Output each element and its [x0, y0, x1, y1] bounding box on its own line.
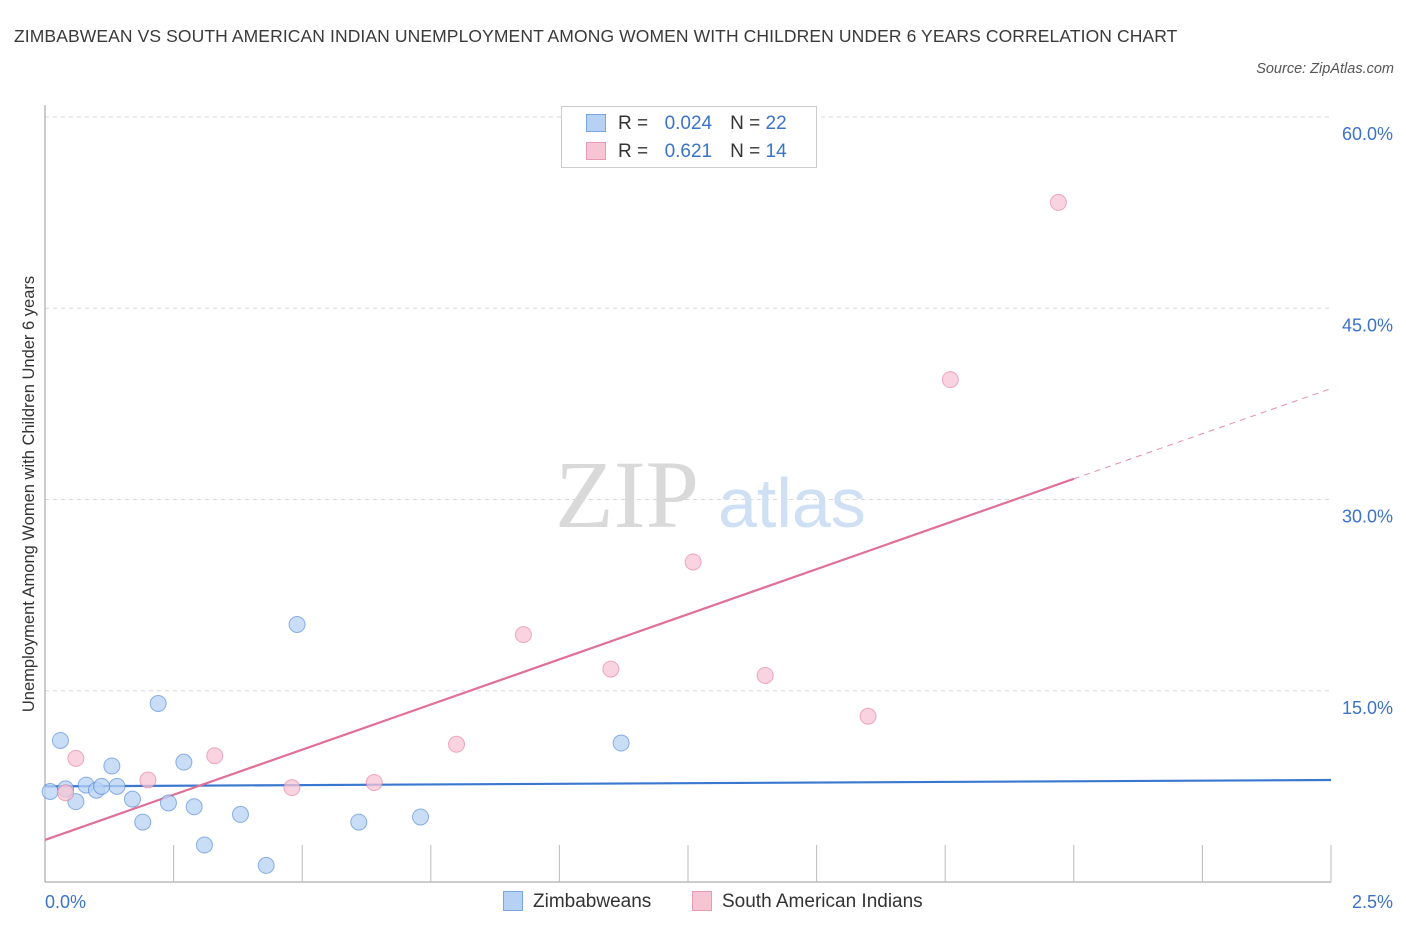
zimbabwean-point: [93, 777, 111, 795]
zimbabwean-point: [134, 813, 152, 831]
watermark-zip: ZIP: [555, 441, 699, 548]
stats-legend-row-south-american-indians: R = 0.621 N = 14: [586, 139, 787, 165]
n-value: 14: [765, 141, 787, 162]
legend-item-south-american-indians: South American Indians: [692, 888, 923, 916]
south-american-indian-point: [57, 784, 75, 802]
n-label: N =: [730, 113, 761, 134]
legend-item-zimbabweans: Zimbabweans: [503, 888, 651, 916]
chart-title: ZIMBABWEAN VS SOUTH AMERICAN INDIAN UNEM…: [14, 26, 1178, 46]
trend-line-1: [44, 477, 1075, 841]
axes: [44, 105, 1332, 883]
gridlines: [45, 116, 1331, 692]
south-american-indians-legend-swatch: [692, 891, 712, 911]
r-value: 0.621: [664, 141, 713, 162]
zimbabwean-point: [41, 782, 59, 800]
n-value: 22: [765, 113, 787, 134]
south-american-indian-point: [139, 771, 157, 789]
zimbabwean-point: [185, 798, 203, 816]
zimbabwean-point: [149, 695, 167, 712]
watermark: ZIP atlas: [555, 441, 866, 548]
y-tick-label: 15.0%: [1342, 698, 1393, 718]
south-american-indian-point: [859, 707, 877, 725]
south-american-indian-point: [684, 553, 702, 571]
south-american-indian-point: [602, 660, 620, 678]
data-points: [41, 193, 1067, 874]
zimbabwean-point: [612, 734, 630, 752]
legend-label-zimbabweans: Zimbabweans: [533, 891, 652, 912]
zimbabwean-point: [175, 753, 193, 771]
south-american-indian-point: [283, 779, 301, 797]
trend-line-0: [44, 778, 1332, 788]
south-american-indian-point: [206, 747, 224, 765]
south-american-indian-point: [448, 735, 466, 753]
stats-legend: R = 0.024 N = 22 R = 0.621 N = 14: [561, 106, 817, 168]
south-american-indian-point: [67, 749, 85, 767]
south-american-indian-point: [756, 666, 774, 684]
south-american-indian-point: [514, 626, 532, 644]
legend-label-south-american-indians: South American Indians: [722, 891, 923, 912]
r-label: R =: [618, 113, 649, 134]
trend-line-extension-1: [1073, 388, 1332, 480]
y-tick-label: 45.0%: [1342, 315, 1393, 335]
south-american-indian-point: [1049, 193, 1067, 211]
south-american-indians-swatch: [586, 142, 606, 160]
chart-source: Source: ZipAtlas.com: [1256, 61, 1394, 77]
x-tick-label-max: 2.5%: [1352, 892, 1393, 912]
n-label: N =: [730, 141, 761, 162]
zimbabwean-point: [412, 808, 430, 826]
zimbabwean-point: [159, 794, 177, 812]
tick-labels: 15.0% 30.0% 45.0% 60.0% 0.0% 2.5% Unemployment…: [20, 124, 1393, 912]
r-label: R =: [618, 141, 649, 162]
y-tick-label: 30.0%: [1342, 507, 1393, 527]
watermark-atlas: atlas: [718, 464, 866, 542]
zimbabwean-point: [195, 836, 213, 854]
zimbabwean-point: [123, 790, 141, 808]
stats-legend-row-zimbabweans: R = 0.024 N = 22: [586, 111, 787, 137]
r-value: 0.024: [664, 113, 713, 134]
zimbabwean-point: [350, 813, 368, 831]
south-american-indian-point: [941, 371, 959, 389]
zimbabwean-point: [51, 731, 69, 749]
zimbabweans-legend-swatch: [503, 891, 523, 911]
x-tick-label-min: 0.0%: [45, 892, 86, 912]
zimbabwean-point: [288, 615, 306, 633]
zimbabwean-point: [103, 757, 121, 775]
south-american-indian-point: [365, 774, 383, 792]
zimbabwean-point: [108, 777, 126, 795]
zimbabwean-point: [231, 805, 249, 823]
y-tick-label: 60.0%: [1342, 124, 1393, 144]
y-axis-label: Unemployment Among Women with Children U…: [20, 276, 38, 712]
trend-lines: [44, 388, 1332, 841]
zimbabweans-swatch: [586, 114, 606, 132]
zimbabwean-point: [257, 856, 275, 874]
